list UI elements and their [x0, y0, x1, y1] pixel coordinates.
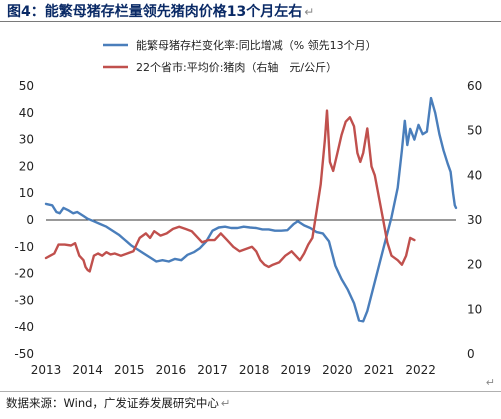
- y-left-tick-label: -20: [14, 267, 34, 281]
- y-left-tick-label: 10: [19, 186, 34, 200]
- y-left-tick-label: -30: [14, 293, 34, 307]
- y-left-tick-label: 0: [26, 213, 34, 227]
- figure-source: 数据来源：Wind，广发证券发展研究中心 ↵: [6, 396, 231, 410]
- x-tick-label: 2018: [239, 363, 270, 377]
- x-tick-label: 2019: [280, 363, 311, 377]
- series-line-1: [44, 96, 458, 323]
- x-tick-label: 2016: [156, 363, 187, 377]
- y-right-tick-label: 40: [467, 168, 482, 182]
- y-left-tick-label: 30: [19, 133, 34, 147]
- y-right-tick-label: 60: [467, 79, 482, 93]
- y-right-tick-label: 50: [467, 124, 482, 138]
- y-left-tick-label: 50: [19, 79, 34, 93]
- legend-label-2: 22个省市:平均价:猪肉（右轴 元/公斤）: [136, 60, 337, 74]
- return-mark-source: ↵: [220, 396, 231, 410]
- x-tick-label: 2022: [405, 363, 436, 377]
- x-tick-label: 2013: [31, 363, 62, 377]
- line-chart: -50 -40 -30 -20 -10 0 10 20 30 40 50 0 10 20 30 40 50 60 2…: [14, 38, 482, 377]
- return-mark-bottom: ↵: [485, 376, 495, 389]
- y-left-tick-label: -50: [14, 347, 34, 361]
- x-tick-label: 2020: [322, 363, 353, 377]
- y-left-tick-label: 20: [19, 159, 34, 173]
- source-rule: [0, 391, 501, 392]
- series-layer: [44, 96, 458, 323]
- series-line-2: [44, 109, 416, 273]
- y-left-tick-label: 40: [19, 106, 34, 120]
- x-tick-label: 2017: [197, 363, 228, 377]
- y-left-tick-label: -40: [14, 320, 34, 334]
- y-right-tick-label: 10: [467, 302, 482, 316]
- x-tick-label: 2015: [114, 363, 145, 377]
- y-right-tick-label: 0: [467, 347, 475, 361]
- x-tick-label: 2021: [364, 363, 395, 377]
- y-left-tick-label: -10: [14, 240, 34, 254]
- figure-title: 图4：能繁母猪存栏量领先猪肉价格13个月左右 ↵: [7, 4, 315, 20]
- y-right-tick-label: 30: [467, 213, 482, 227]
- chart-axes: -50 -40 -30 -20 -10 0 10 20 30 40 50 0 10 20 30 40 50 60 2…: [14, 79, 482, 377]
- title-rule: [0, 21, 501, 22]
- chart-legend: 能繁母猪存栏变化率:同比增减（% 领先13个月） 22个省市:平均价:猪肉（右轴 …: [103, 38, 377, 74]
- y-right-tick-label: 20: [467, 258, 482, 272]
- x-tick-label: 2014: [72, 363, 103, 377]
- legend-label-1: 能繁母猪存栏变化率:同比增减（% 领先13个月）: [136, 38, 377, 52]
- return-mark: ↵: [304, 5, 315, 19]
